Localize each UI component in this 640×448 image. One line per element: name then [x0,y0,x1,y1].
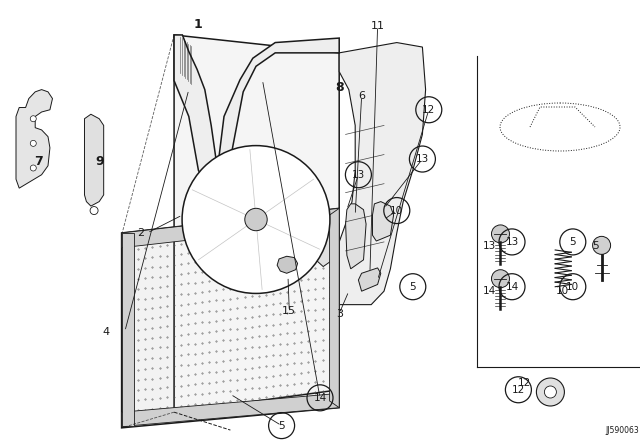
Text: 10: 10 [556,286,569,296]
Polygon shape [339,43,426,305]
Text: 14: 14 [483,286,497,296]
Circle shape [545,386,556,398]
Text: 13: 13 [506,237,518,247]
Circle shape [30,165,36,171]
Polygon shape [122,233,134,426]
Text: 13: 13 [352,170,365,180]
Text: JJ590063: JJ590063 [605,426,639,435]
Text: 6: 6 [358,91,365,101]
Text: 5: 5 [570,237,576,247]
Text: 12: 12 [512,385,525,395]
Polygon shape [174,35,339,412]
Text: 5: 5 [593,241,599,251]
Circle shape [90,207,98,215]
Text: 14: 14 [506,282,518,292]
Text: 7: 7 [34,155,43,168]
Circle shape [536,378,564,406]
Circle shape [30,140,36,146]
Circle shape [182,146,330,293]
Circle shape [30,116,36,122]
Circle shape [492,270,509,288]
Circle shape [245,208,268,231]
Text: 14: 14 [314,393,326,403]
Polygon shape [174,35,339,188]
Polygon shape [358,268,381,291]
Polygon shape [277,256,298,273]
Polygon shape [122,208,339,248]
Text: 11: 11 [371,21,385,31]
Text: 3: 3 [336,309,342,319]
Text: 5: 5 [410,282,416,292]
Circle shape [492,225,509,243]
Text: 13: 13 [483,241,497,251]
Text: 1: 1 [194,18,203,31]
Text: 10: 10 [390,206,403,215]
Polygon shape [330,208,339,408]
Text: 8: 8 [335,81,344,94]
Text: 12: 12 [518,378,531,388]
Circle shape [593,237,611,254]
Text: 9: 9 [95,155,104,168]
Text: 2: 2 [137,228,145,238]
Text: 4: 4 [102,327,109,336]
Polygon shape [131,215,330,421]
Text: 12: 12 [422,105,435,115]
Text: 5: 5 [278,421,285,431]
Text: 13: 13 [416,154,429,164]
Polygon shape [372,202,394,241]
Polygon shape [16,90,52,188]
Polygon shape [84,114,104,206]
Polygon shape [315,213,334,267]
Text: 10: 10 [566,282,579,292]
Text: 15: 15 [282,306,296,316]
Polygon shape [346,204,366,269]
Polygon shape [122,393,339,426]
